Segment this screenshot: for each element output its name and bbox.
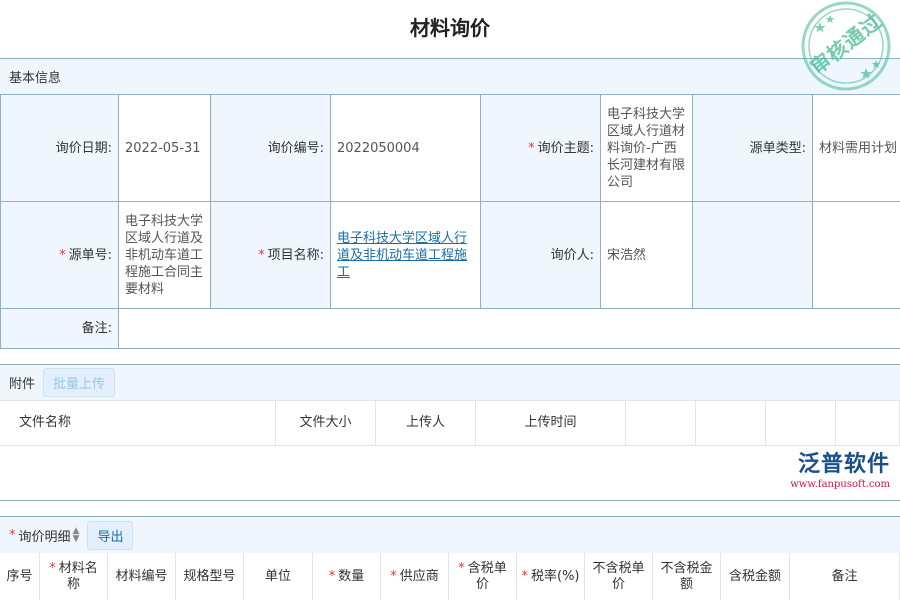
fanpu-logo: 泛普软件 www.fanpusoft.com	[790, 452, 890, 491]
details-column-header[interactable]: 序号	[0, 553, 40, 600]
source-type-value: 材料需用计划	[812, 94, 900, 202]
details-header: * 询价明细 ▲ ▼ 导出	[0, 516, 900, 553]
details-column-header[interactable]: * 含税单价	[449, 553, 517, 600]
empty-value	[812, 201, 900, 309]
attachments-column-header	[766, 401, 836, 445]
details-column-header[interactable]: * 税率(%)	[517, 553, 585, 600]
details-label: 询价明细	[18, 529, 71, 545]
details-column-header[interactable]: * 材料名称	[40, 553, 108, 600]
subject-value: 电子科技大学区域人行道材料询价-广西长河建材有限公司	[600, 94, 693, 202]
basic-info-form: 询价日期: 2022-05-31 询价编号: 2022050004 * 询价主题:…	[0, 94, 900, 349]
project-label: * 项目名称:	[210, 201, 331, 309]
approved-stamp: 审核通过	[796, 0, 896, 92]
details-column-header[interactable]: 单位	[244, 553, 313, 600]
page-title: 材料询价	[410, 16, 490, 40]
project-link[interactable]: 电子科技大学区域人行道及非机动车道工程施工	[337, 230, 468, 280]
details-column-header[interactable]: * 供应商	[381, 553, 449, 600]
divider	[0, 500, 900, 501]
sort-icon[interactable]: ▲ ▼	[72, 526, 80, 544]
attachments-column-header: 文件名称	[0, 401, 276, 445]
source-type-label: 源单类型:	[692, 94, 813, 202]
attachments-table-header: 文件名称 文件大小 上传人 上传时间	[0, 400, 900, 446]
basic-info-header: 基本信息	[0, 58, 900, 94]
attachments-column-header: 文件大小	[276, 401, 376, 445]
empty-label	[692, 201, 813, 309]
details-column-header[interactable]: 不含税金额	[653, 553, 721, 600]
details-table-header: 序号 * 材料名称 材料编号 规格型号 单位 * 数量 * 供应商 * 含税单价 * 税率(%) 不含税单价…	[0, 553, 900, 600]
remark-label: 备注:	[0, 308, 119, 349]
inquiry-no-value: 2022050004	[330, 94, 481, 202]
basic-info-label: 基本信息	[9, 71, 62, 86]
source-no-value: 电子科技大学区域人行道及非机动车道工程施工合同主要材料	[118, 201, 211, 309]
attachments-header: 附件 批量上传	[0, 364, 900, 400]
attachments-column-header	[696, 401, 766, 445]
attachments-column-header: 上传时间	[476, 401, 626, 445]
details-column-header[interactable]: 材料编号	[108, 553, 176, 600]
subject-label: * 询价主题:	[480, 94, 601, 202]
attachments-column-header	[626, 401, 696, 445]
details-column-header[interactable]: 不含税单价	[585, 553, 653, 600]
details-column-header[interactable]: * 数量	[313, 553, 381, 600]
details-column-header[interactable]: 规格型号	[176, 553, 244, 600]
logo-name: 泛普软件	[797, 452, 890, 477]
attachments-column-header	[836, 401, 900, 445]
batch-upload-button[interactable]: 批量上传	[43, 368, 116, 397]
inquiry-no-label: 询价编号:	[210, 94, 331, 202]
inquiry-date-value: 2022-05-31	[118, 94, 211, 202]
inquirer-label: 询价人:	[480, 201, 601, 309]
inquiry-date-label: 询价日期:	[0, 94, 119, 202]
export-button[interactable]: 导出	[87, 520, 134, 550]
inquirer-value: 宋浩然	[600, 201, 693, 309]
stamp-ring-icon	[801, 1, 891, 91]
remark-value	[118, 308, 900, 349]
attachments-column-header: 上传人	[376, 401, 476, 445]
attachments-label: 附件	[9, 377, 36, 392]
details-column-header[interactable]: 备注	[790, 553, 900, 600]
details-column-header[interactable]: 含税金额	[721, 553, 790, 600]
logo-url: www.fanpusoft.com	[790, 479, 890, 490]
source-no-label: * 源单号:	[0, 201, 119, 309]
